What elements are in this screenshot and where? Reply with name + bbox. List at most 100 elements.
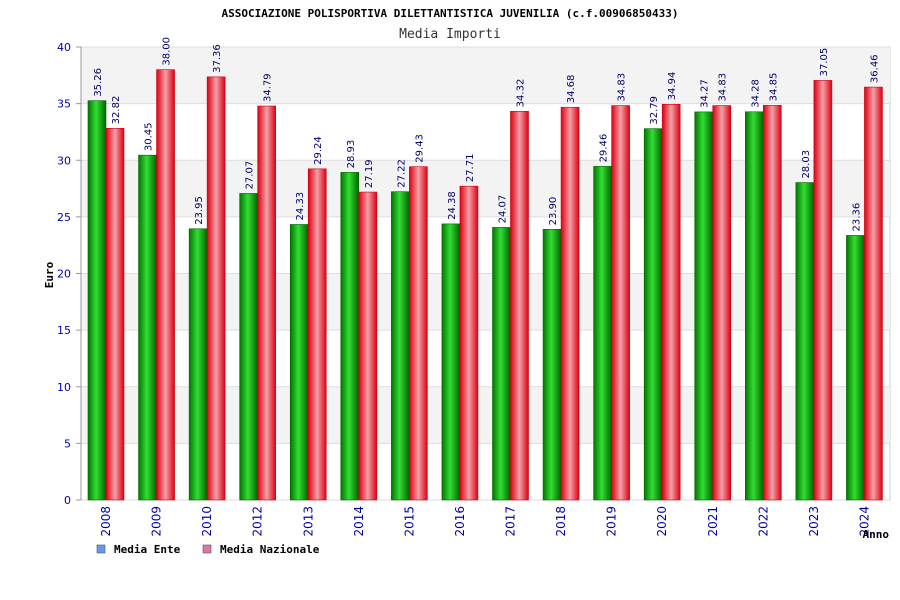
value-label: 36.46 [869,54,880,83]
x-tick-label: 2008 [99,506,113,537]
value-label: 29.24 [313,136,324,165]
y-tick-label: 30 [57,154,71,167]
bar-media-ente-2010 [188,228,208,501]
y-tick-label: 0 [64,494,71,507]
bar-media-ente-2017 [492,227,511,501]
y-tick-label: 20 [57,268,71,281]
value-label: 37.05 [819,48,830,77]
value-label: 34.28 [750,79,761,108]
value-label: 23.36 [851,203,862,232]
x-tick-label: 2016 [453,506,467,537]
value-label: 27.71 [465,154,476,183]
value-label: 34.79 [263,73,274,102]
x-tick-label: 2015 [402,506,416,537]
y-axis-ticks: 0 5 10 15 20 25 30 35 40 [57,41,82,507]
bar-media-nazionale-2018 [560,106,580,501]
bar-media-nazionale-2017 [510,111,529,501]
bar-media-ente-2016 [441,223,461,501]
legend: Media Ente Media Nazionale [96,543,320,556]
bar-media-ente-2015 [391,191,410,501]
legend-entry: Media Ente [114,543,181,556]
bar-media-nazionale-2022 [763,105,782,501]
value-label: 34.32 [516,79,527,108]
legend-swatch [202,544,212,554]
value-label: 27.19 [364,159,375,188]
value-label: 34.27 [700,79,711,108]
value-label: 34.85 [768,73,779,102]
bar-media-nazionale-2021 [712,105,732,501]
bar-media-ente-2019 [593,166,612,501]
bar-media-nazionale-2012 [257,105,276,501]
value-label: 32.79 [649,96,660,125]
x-tick-label: 2022 [756,506,770,537]
x-tick-label: 2018 [554,506,568,537]
bar-media-ente-2008 [87,100,107,501]
x-tick-label: 2021 [706,506,720,537]
bar-media-ente-2013 [289,224,309,501]
chart-title: ASSOCIAZIONE POLISPORTIVA DILETTANTISTIC… [222,7,679,20]
bar-media-nazionale-2013 [307,168,327,501]
bar-media-ente-2012 [239,193,258,501]
bar-media-nazionale-2023 [813,80,833,501]
bar-media-nazionale-2020 [661,104,681,501]
value-label: 34.83 [718,73,729,102]
value-labels: 35.26 32.82 30.45 38.00 23.95 37.36 27.07 34.79… [93,37,880,231]
bar-media-nazionale-2024 [864,86,883,501]
y-tick-label: 25 [57,211,71,224]
x-tick-label: 2020 [655,506,669,537]
bar-media-ente-2024 [846,235,865,501]
value-label: 34.68 [566,75,577,104]
bars [87,69,883,501]
bar-media-nazionale-2019 [611,105,630,501]
chart-subtitle: Media Importi [399,27,501,42]
value-label: 35.26 [93,68,104,97]
y-tick-label: 35 [57,98,71,111]
bar-media-ente-2018 [542,229,562,501]
bar-media-ente-2021 [694,111,714,501]
bar-media-ente-2009 [138,154,157,501]
y-tick-label: 40 [57,41,71,54]
value-label: 28.03 [801,150,812,179]
value-label: 38.00 [162,37,173,66]
value-label: 34.83 [617,73,628,102]
y-tick-label: 15 [57,324,71,337]
x-tick-label: 2009 [150,506,164,537]
bar-media-nazionale-2014 [358,191,378,501]
bar-media-nazionale-2010 [206,76,226,501]
legend-entry: Media Nazionale [220,543,320,556]
value-label: 24.07 [498,195,509,224]
value-label: 24.33 [295,192,306,221]
x-tick-label: 2014 [352,506,366,537]
legend-swatch [96,544,106,554]
value-label: 23.90 [548,197,559,226]
value-label: 27.07 [245,161,256,190]
x-axis-label: Anno [863,528,890,541]
x-tick-label: 2017 [504,506,518,537]
bar-media-nazionale-2015 [409,166,428,501]
value-label: 27.22 [396,159,407,188]
y-axis-label: Euro [43,261,56,288]
value-label: 29.46 [599,134,610,163]
bar-media-nazionale-2016 [459,185,479,501]
x-tick-label: 2010 [200,506,214,537]
value-label: 23.95 [194,196,205,225]
value-label: 24.38 [447,191,458,220]
bar-media-ente-2014 [340,172,360,501]
value-label: 28.93 [346,140,357,169]
x-tick-label: 2023 [807,506,821,537]
x-axis-ticks: 2008 2009 2010 2012 2013 2014 2015 2016 2017 2018… [99,506,871,537]
x-tick-label: 2024 [857,506,871,537]
value-label: 30.45 [144,123,155,152]
y-tick-label: 5 [64,437,71,450]
bar-media-nazionale-2009 [156,69,175,501]
x-tick-label: 2013 [301,506,315,537]
bar-media-ente-2020 [643,128,663,501]
value-label: 29.43 [414,134,425,163]
value-label: 34.94 [667,72,678,101]
bar-media-nazionale-2008 [105,128,125,501]
value-label: 32.82 [111,96,122,125]
bar-media-ente-2023 [795,182,815,501]
value-label: 37.36 [212,44,223,73]
